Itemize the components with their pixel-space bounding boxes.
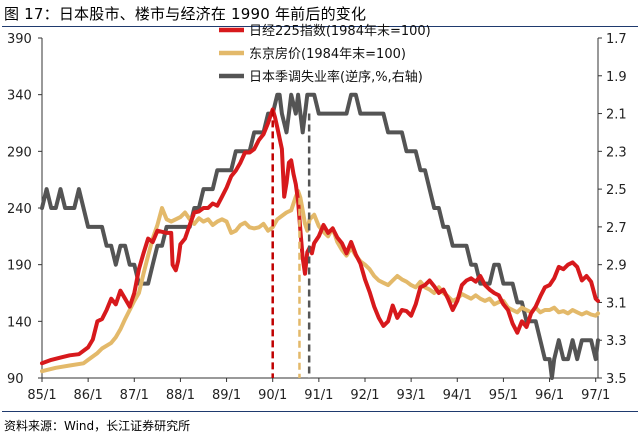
y-right-tick-label: 2.1 — [606, 108, 627, 123]
y-left-tick-label: 240 — [7, 202, 32, 217]
y-left-tick-label: 340 — [7, 89, 32, 104]
x-tick-label: 87/1 — [120, 388, 149, 403]
y-left-tick-label: 290 — [7, 145, 32, 160]
x-tick-label: 93/1 — [397, 388, 426, 403]
y-left-tick-label: 190 — [7, 259, 32, 274]
y-right-tick-label: 2.9 — [606, 259, 627, 274]
x-tick-label: 88/1 — [166, 388, 195, 403]
title-rule — [2, 26, 638, 27]
x-tick-label: 95/1 — [489, 388, 518, 403]
legend-label-nikkei: 日经225指数(1984年末=100) — [249, 24, 431, 39]
legend-label-unemp: 日本季调失业率(逆序,%,右轴) — [249, 69, 423, 85]
chart: 390 340 290 240 190 140 90 1.7 1.9 2.1 2.3 2.5 2.7 2.… — [7, 24, 627, 403]
x-tick-label: 90/1 — [258, 388, 287, 403]
x-tick-label: 86/1 — [74, 388, 103, 403]
y-left-tick-label: 390 — [7, 32, 32, 47]
y-left-tick-label: 90 — [7, 372, 24, 387]
x-tick-label: 89/1 — [212, 388, 241, 403]
legend-label-house: 东京房价(1984年末=100) — [249, 46, 406, 62]
y-right-tick-label: 3.5 — [606, 372, 627, 387]
source-rule — [2, 411, 638, 412]
series-line-house — [40, 189, 600, 374]
y-right-tick-label: 2.7 — [606, 221, 627, 236]
x-tick-label: 97/1 — [581, 388, 610, 403]
x-tick-label: 92/1 — [350, 388, 379, 403]
y-right-tick-label: 1.9 — [606, 70, 627, 85]
x-tick-label: 91/1 — [304, 388, 333, 403]
y-right-tick-label: 2.3 — [606, 145, 627, 160]
page-title: 图 17：日本股市、楼市与经济在 1990 年前后的变化 — [4, 5, 367, 23]
source-note: 资料来源：Wind，长江证券研究所 — [4, 419, 191, 433]
series-line-nikkei — [40, 107, 600, 366]
x-tick-label: 96/1 — [535, 388, 564, 403]
y-right-tick-label: 2.5 — [606, 183, 627, 198]
y-right-tick-label: 3.1 — [606, 296, 627, 311]
x-tick-label: 85/1 — [27, 388, 56, 403]
y-right-tick-label: 3.3 — [606, 334, 627, 349]
y-left-tick-label: 140 — [7, 315, 32, 330]
y-right-tick-label: 1.7 — [606, 32, 627, 47]
x-tick-label: 94/1 — [443, 388, 472, 403]
